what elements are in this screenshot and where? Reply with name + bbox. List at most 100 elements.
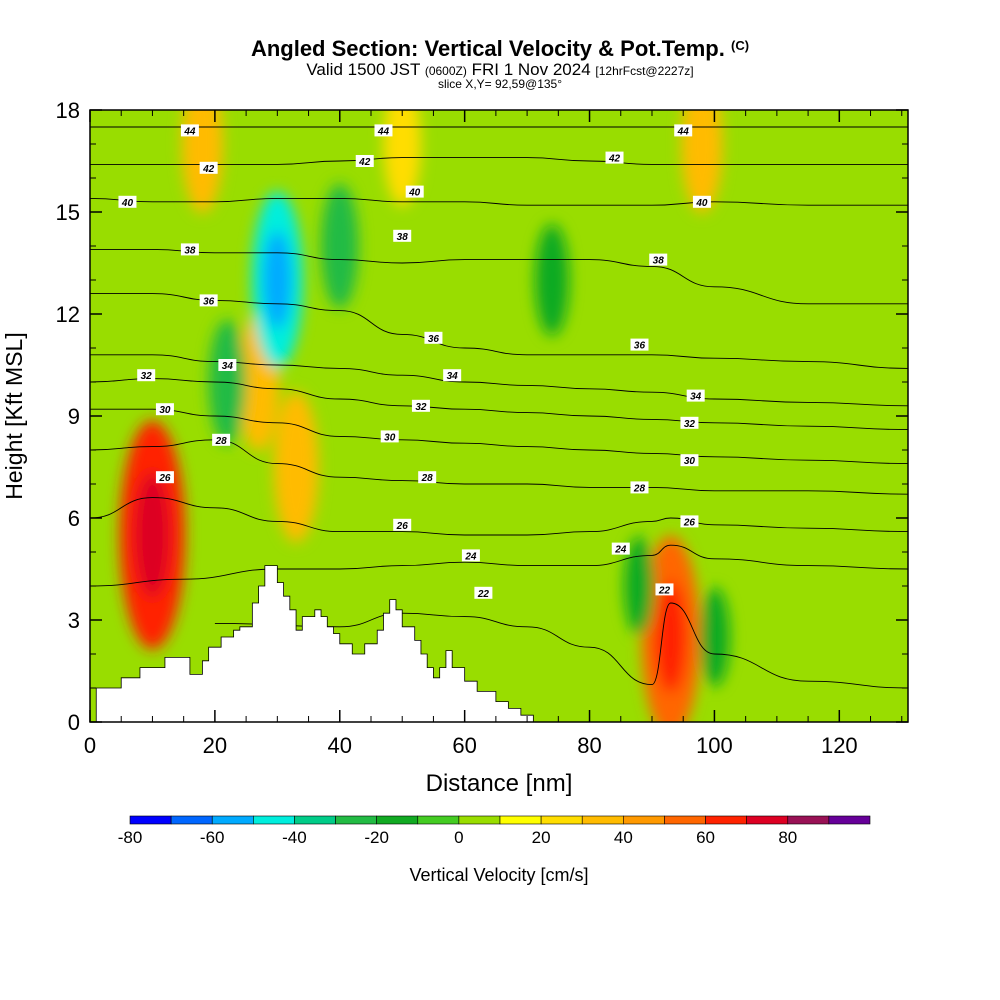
colorbar-swatch bbox=[787, 815, 830, 825]
isentrope-label-bg bbox=[212, 433, 231, 446]
colorbar-swatch bbox=[540, 815, 583, 825]
title-main: Angled Section: Vertical Velocity & Pot.… bbox=[250, 36, 725, 61]
isentrope-label-bg bbox=[674, 124, 693, 137]
isentrope-label-text: 38 bbox=[184, 245, 196, 256]
colorbar-swatch bbox=[294, 815, 336, 825]
isentrope-label-bg bbox=[474, 586, 493, 599]
isentrope-label: 40 bbox=[118, 195, 137, 209]
y-tick-label: 15 bbox=[56, 200, 80, 225]
isentrope-label-text: 40 bbox=[121, 198, 134, 209]
isentrope-24 bbox=[90, 544, 908, 587]
colorbar-swatch bbox=[828, 815, 871, 825]
isentrope-label-bg bbox=[680, 416, 699, 429]
isentrope-label-bg bbox=[424, 331, 443, 344]
isentrope-label-bg bbox=[411, 399, 430, 412]
isentrope-label: 42 bbox=[199, 161, 218, 175]
isentrope-label: 36 bbox=[630, 338, 649, 352]
x-tick-label: 120 bbox=[821, 733, 858, 758]
isentrope-label: 30 bbox=[155, 403, 174, 416]
isentrope-label-text: 44 bbox=[183, 126, 196, 137]
velocity-cell bbox=[273, 391, 319, 543]
isentrope-label-text: 42 bbox=[202, 164, 215, 175]
colorbar-label: Vertical Velocity [cm/s] bbox=[409, 865, 588, 885]
isentrope-label: 34 bbox=[686, 389, 705, 403]
colorbar-tick-label: 40 bbox=[614, 828, 633, 847]
colorbar-swatch bbox=[253, 815, 295, 825]
isentrope-label-bg bbox=[405, 185, 424, 198]
copyright-mark: (C) bbox=[731, 38, 750, 53]
colorbar-swatch bbox=[746, 815, 789, 825]
isentrope-label-text: 40 bbox=[408, 188, 421, 199]
isentrope-label-text: 32 bbox=[415, 402, 427, 413]
isentrope-labels: 44 44 44 42 42 42 40 40 40 38 38 38 36 36 36 34 34 34 32 32… bbox=[118, 124, 711, 600]
colorbar-swatch bbox=[458, 815, 501, 825]
isentrope-22 bbox=[214, 602, 908, 689]
isentrope-label-text: 26 bbox=[158, 473, 171, 484]
isentrope-label-text: 38 bbox=[653, 256, 665, 267]
isentrope-label: 26 bbox=[680, 515, 699, 528]
isentrope-label-bg bbox=[393, 229, 412, 242]
isentrope-label: 32 bbox=[411, 399, 430, 413]
isentrope-label-bg bbox=[630, 338, 649, 351]
isentrope-label: 38 bbox=[649, 253, 668, 267]
isentrope-label-bg bbox=[461, 549, 480, 562]
colorbar-tick-label: 60 bbox=[696, 828, 715, 847]
isentrope-38 bbox=[90, 248, 908, 305]
isentrope-label-bg bbox=[374, 124, 393, 137]
isentrope-label-text: 40 bbox=[695, 198, 708, 209]
isentrope-label-bg bbox=[692, 195, 711, 208]
isentrope-label-text: 36 bbox=[428, 334, 440, 345]
y-tick-label: 0 bbox=[68, 710, 80, 735]
isentrope-label-bg bbox=[180, 243, 199, 256]
colorbar-swatch bbox=[664, 815, 706, 825]
isentrope-label-text: 22 bbox=[477, 589, 490, 600]
isentrope-label: 40 bbox=[405, 185, 424, 199]
colorbar-swatch bbox=[623, 815, 665, 825]
isentrope-label: 34 bbox=[443, 369, 462, 382]
velocity-cell bbox=[181, 110, 223, 213]
x-tick-label: 40 bbox=[328, 733, 352, 758]
velocity-cell bbox=[208, 319, 247, 445]
velocity-cell bbox=[624, 536, 655, 636]
isentrope-label: 38 bbox=[180, 243, 199, 256]
y-tick-label: 12 bbox=[56, 302, 80, 327]
isentrope-42 bbox=[90, 157, 908, 165]
isentrope-label: 42 bbox=[605, 151, 624, 165]
isentrope-label: 36 bbox=[424, 331, 443, 345]
colorbar-tick-label: -20 bbox=[364, 828, 389, 847]
isentrope-label: 32 bbox=[137, 369, 156, 382]
y-tick-label: 6 bbox=[68, 506, 80, 531]
isentrope-label-bg bbox=[118, 195, 137, 208]
x-tick-label: 80 bbox=[577, 733, 601, 758]
isentrope-34 bbox=[90, 354, 908, 407]
colorbar-swatch bbox=[499, 815, 542, 825]
velocity-cell bbox=[681, 110, 723, 213]
x-axis-label: Distance [nm] bbox=[426, 770, 573, 797]
isentrope-label-text: 34 bbox=[222, 361, 234, 372]
isentrope-26 bbox=[90, 497, 908, 536]
colorbar-swatch bbox=[335, 815, 377, 825]
colorbar: -80 -60 -40 -20 0 20 40 60 80 bbox=[118, 815, 871, 847]
colorbar-swatch bbox=[417, 815, 460, 825]
isentrope-label-text: 32 bbox=[684, 419, 696, 430]
isentrope-40 bbox=[90, 197, 908, 206]
isentrope-label: 38 bbox=[393, 229, 412, 243]
colorbar-swatch bbox=[211, 815, 254, 825]
forecast-info: [12hrFcst@2227z] bbox=[595, 64, 694, 78]
isentrope-label: 30 bbox=[680, 454, 699, 467]
isentrope-label-text: 28 bbox=[633, 483, 646, 494]
valid-time: Valid 1500 JST bbox=[306, 60, 421, 79]
colorbar-tick-label: 80 bbox=[778, 828, 797, 847]
isentrope-label-bg bbox=[605, 151, 624, 164]
chart-subtitle: Valid 1500 JST (0600Z) FRI 1 Nov 2024 [1… bbox=[0, 60, 1000, 80]
isentrope-label-text: 38 bbox=[397, 232, 409, 243]
velocity-cell bbox=[699, 587, 730, 687]
y-tick-label: 9 bbox=[68, 404, 80, 429]
plot-area: 44 44 44 42 42 42 40 40 40 38 38 38 36 36 36 34 34 34 32 32… bbox=[90, 110, 908, 722]
isentrope-label-bg bbox=[611, 542, 630, 555]
isentrope-label: 22 bbox=[474, 586, 493, 600]
isentrope-label-bg bbox=[393, 518, 412, 531]
isentrope-label-bg bbox=[418, 471, 437, 484]
colorbar-tick-label: -60 bbox=[200, 828, 225, 847]
